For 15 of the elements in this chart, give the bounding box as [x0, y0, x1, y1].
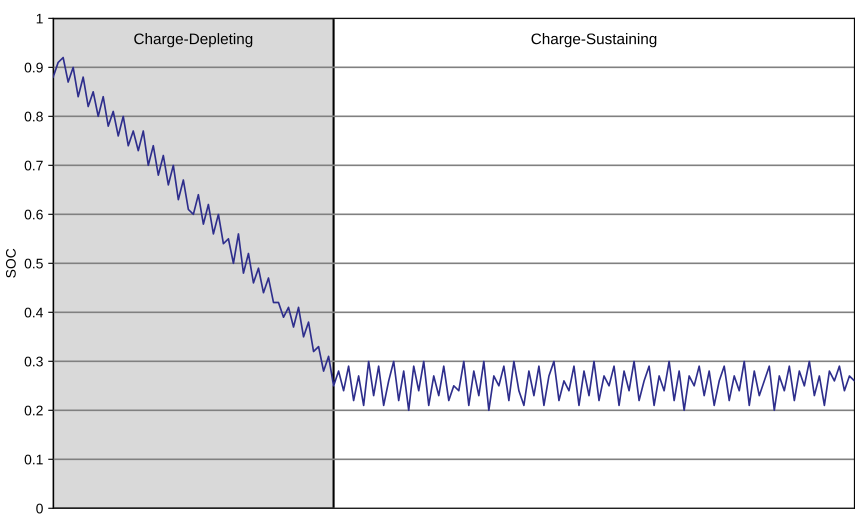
y-tick-label: 0.2 — [24, 406, 43, 416]
y-tick-label: 0.8 — [24, 112, 43, 122]
y-axis-title: SOC — [6, 248, 16, 278]
line-series — [53, 56, 854, 412]
y-tick-label: 0.6 — [24, 210, 43, 220]
y-tick-label: 0.1 — [24, 454, 43, 464]
y-tick-label: 0 — [36, 504, 43, 514]
y-tick-label: 1 — [36, 14, 43, 24]
y-tick-label: 0.7 — [24, 160, 43, 170]
annotation: Charge-Depleting — [134, 33, 252, 48]
annotation: Charge-Sustaining — [532, 33, 656, 48]
y-tick-label: 0.9 — [24, 62, 43, 73]
y-tick-label: 0.5 — [24, 258, 43, 268]
y-tick-label: 0.3 — [24, 356, 43, 366]
y-tick-label: 0.4 — [24, 308, 44, 318]
